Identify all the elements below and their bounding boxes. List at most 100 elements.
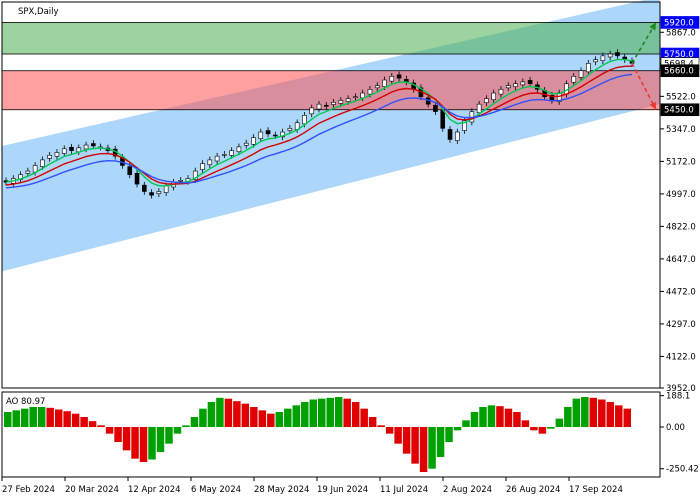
ao-bar xyxy=(411,427,419,464)
forecast-arrow-down xyxy=(631,62,657,111)
ao-bar xyxy=(385,427,394,434)
ao-bar xyxy=(54,409,63,427)
ao-bar xyxy=(521,420,530,427)
ao-bar xyxy=(190,417,199,427)
ao-bar xyxy=(148,427,156,460)
x-tick-label: 2 Aug 2024 xyxy=(443,485,492,495)
price-panel: 5867.05697.55522.05347.05172.04997.04822… xyxy=(1,0,700,394)
y-tick-label: 5172.0 xyxy=(666,157,696,167)
ao-bar xyxy=(284,408,292,427)
x-tick-label: 11 Jul 2024 xyxy=(380,485,428,495)
ao-bar xyxy=(37,407,46,427)
y-tick-label: 5347.0 xyxy=(666,125,696,135)
candle xyxy=(54,149,60,160)
ao-bar xyxy=(572,398,581,427)
ao-bar xyxy=(301,402,309,427)
ao-bar xyxy=(224,398,233,427)
ao-bar xyxy=(581,397,589,427)
candle xyxy=(200,160,205,173)
ao-bar xyxy=(453,427,462,431)
candle xyxy=(134,169,140,188)
ao-bar xyxy=(80,417,88,427)
ma-line-slow xyxy=(5,73,633,189)
y-tick-label: 4472.0 xyxy=(666,287,696,297)
candle xyxy=(280,128,285,141)
ao-y-tick-label: -250.42 xyxy=(666,465,699,475)
price-frame xyxy=(1,1,661,389)
candle xyxy=(505,82,511,92)
y-tick-label: 5522.0 xyxy=(666,92,696,102)
ao-bar xyxy=(445,427,453,442)
x-tick-label: 27 Feb 2024 xyxy=(2,485,55,495)
candle xyxy=(615,49,620,60)
candle xyxy=(236,143,242,156)
x-tick-label: 20 Mar 2024 xyxy=(65,485,119,495)
candle xyxy=(389,72,395,85)
price-channel xyxy=(2,0,660,272)
ma-line-fast xyxy=(5,58,633,187)
candle xyxy=(578,67,584,81)
price-tag: 5920.0 xyxy=(660,16,700,29)
x-tick-label: 17 Sep 2024 xyxy=(569,485,623,495)
ao-bar xyxy=(504,408,513,427)
candle xyxy=(156,188,162,198)
svg-text:5920.0: 5920.0 xyxy=(664,18,694,28)
x-tick-label: 28 May 2024 xyxy=(254,485,309,495)
candle xyxy=(447,126,453,143)
ao-y-tick-label: 188.1 xyxy=(666,392,690,402)
candle xyxy=(353,93,358,101)
svg-text:5660.0: 5660.0 xyxy=(664,67,694,77)
ao-bar xyxy=(258,410,267,427)
candle xyxy=(331,98,336,108)
arrowhead-up xyxy=(649,22,656,31)
ao-bar xyxy=(589,397,598,427)
ao-bar xyxy=(513,412,521,427)
ao-bar xyxy=(343,398,351,427)
resistance-zone xyxy=(1,22,661,55)
candle xyxy=(571,72,577,86)
candle xyxy=(374,82,380,92)
ao-bar xyxy=(241,403,250,427)
ao-bar xyxy=(555,418,564,427)
candle xyxy=(127,163,133,179)
y-tick-label: 4647.0 xyxy=(666,255,696,265)
ao-bar xyxy=(267,413,275,427)
price-tag: 5450.0 xyxy=(660,103,700,117)
candle xyxy=(207,156,213,169)
ao-bar xyxy=(496,406,504,427)
ao-bar xyxy=(394,427,402,444)
y-tick-label: 4297.0 xyxy=(666,320,696,330)
candle xyxy=(287,124,293,134)
x-tick-label: 19 Jun 2024 xyxy=(317,485,368,495)
candle xyxy=(513,80,518,91)
x-tick-label: 12 Apr 2024 xyxy=(128,485,181,495)
ao-bar xyxy=(564,407,572,427)
ao-bar xyxy=(598,399,606,427)
x-tick-label: 6 May 2024 xyxy=(191,485,241,495)
candle xyxy=(61,145,67,157)
ao-bar xyxy=(46,407,54,427)
candle xyxy=(192,167,198,183)
ao-bar xyxy=(114,427,122,442)
ma-line-mid xyxy=(5,65,633,186)
ao-bar xyxy=(360,408,368,427)
ao-bar xyxy=(29,407,37,427)
ao-bar xyxy=(12,410,20,427)
ao-bar xyxy=(402,427,411,454)
ao-bar xyxy=(207,402,216,427)
ao-bar xyxy=(156,427,165,452)
symbol-label: SPX,Daily xyxy=(18,7,59,17)
candle xyxy=(527,77,533,88)
ao-bar xyxy=(419,427,428,472)
ao-bar xyxy=(173,427,182,434)
ao-bar xyxy=(479,407,487,427)
candle xyxy=(433,101,438,115)
y-tick-label: 4822.0 xyxy=(666,222,696,232)
ao-bar xyxy=(216,397,224,427)
candle xyxy=(323,101,329,110)
ao-bar xyxy=(233,401,241,427)
y-tick-label: 5867.0 xyxy=(666,28,696,38)
ao-bar xyxy=(538,427,547,434)
ao-frame xyxy=(1,391,661,478)
